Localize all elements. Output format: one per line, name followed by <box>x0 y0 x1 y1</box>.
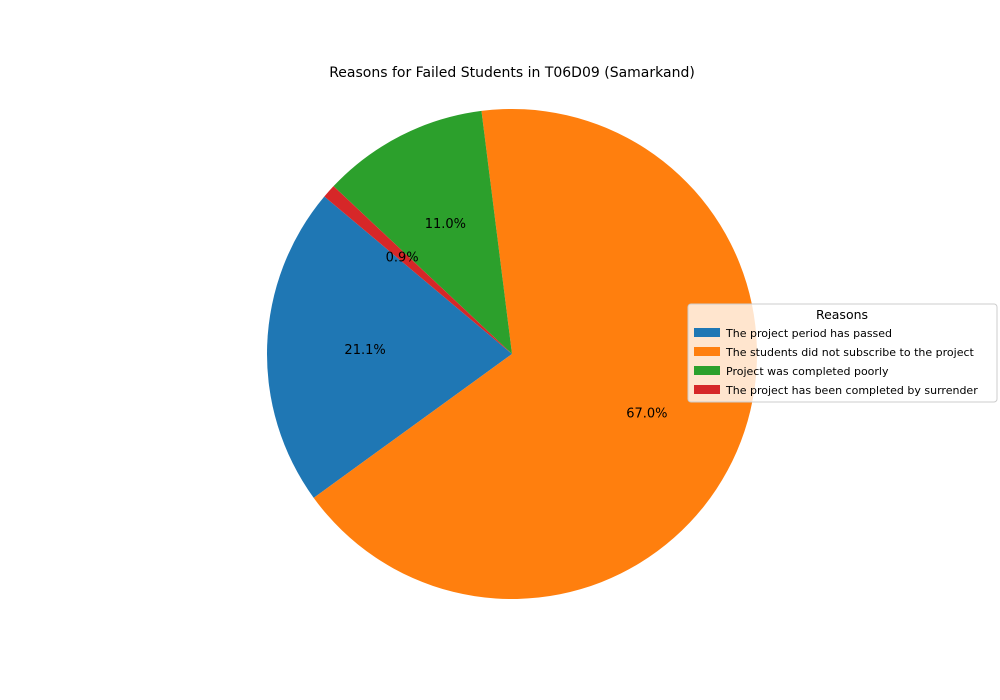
legend-label: The project has been completed by surren… <box>725 384 978 397</box>
chart-title: Reasons for Failed Students in T06D09 (S… <box>329 65 695 81</box>
legend-swatch <box>694 347 720 356</box>
legend-items: The project period has passed The student… <box>694 327 978 397</box>
pie-slice-the-project-period-has-passed <box>267 196 512 498</box>
pie-percent-label: 11.0% <box>425 217 466 232</box>
legend-swatch <box>694 366 720 375</box>
legend-swatch <box>694 328 720 337</box>
pie-percent-labels: 21.1% 67.0% 11.0% 0.9% <box>344 217 667 421</box>
pie-slice-the-project-has-been-completed-by-surrender <box>324 186 512 354</box>
pie-percent-label: 67.0% <box>626 406 667 421</box>
legend-label: The students did not subscribe to the pr… <box>725 346 975 359</box>
legend: Reasons The project period has passedThe… <box>687 303 998 403</box>
legend-label: The project period has passed <box>725 327 892 340</box>
pie-slice-the-students-did-not-subscribe-to-the-project <box>313 109 757 600</box>
legend-label: Project was completed poorly <box>726 365 889 378</box>
pie-slice-project-was-completed-poorly <box>333 110 512 354</box>
legend-swatch <box>694 385 720 394</box>
pie-slices <box>267 109 757 600</box>
legend-frame <box>687 303 998 403</box>
pie-percent-label: 21.1% <box>344 343 385 358</box>
pie-percent-label: 0.9% <box>386 250 419 265</box>
legend-title: Reasons <box>816 307 868 322</box>
